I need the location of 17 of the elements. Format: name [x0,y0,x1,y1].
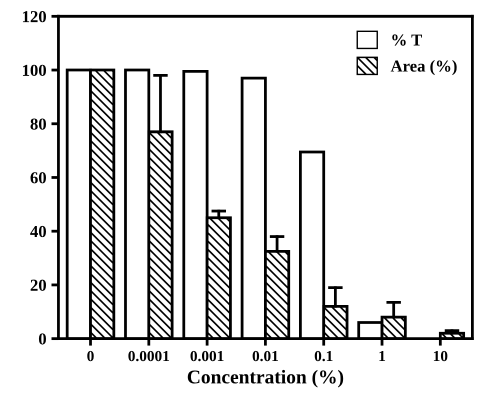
x-tick-label: 0 [87,350,94,362]
y-tick-label: 60 [30,172,46,184]
x-tick-label: 10 [434,350,448,362]
x-tick-label: 1 [379,350,386,362]
x-tick-label: 0.1 [314,350,332,362]
y-tick-label: 20 [30,280,46,291]
y-tick-label: 100 [22,64,46,76]
legend-label: % T [392,34,422,46]
x-tick-label: 0.01 [252,350,278,362]
y-tick-label: 80 [30,118,46,130]
x-tick-label: 0.001 [190,350,224,362]
y-tick-label: 0 [38,333,46,345]
y-tick-label: 120 [22,11,46,22]
x-axis-title: Concentration (%) [188,370,344,388]
legend-label: Area (%) [390,60,457,76]
y-tick-label: 40 [30,226,46,238]
x-tick-label: 0.0001 [128,350,170,362]
